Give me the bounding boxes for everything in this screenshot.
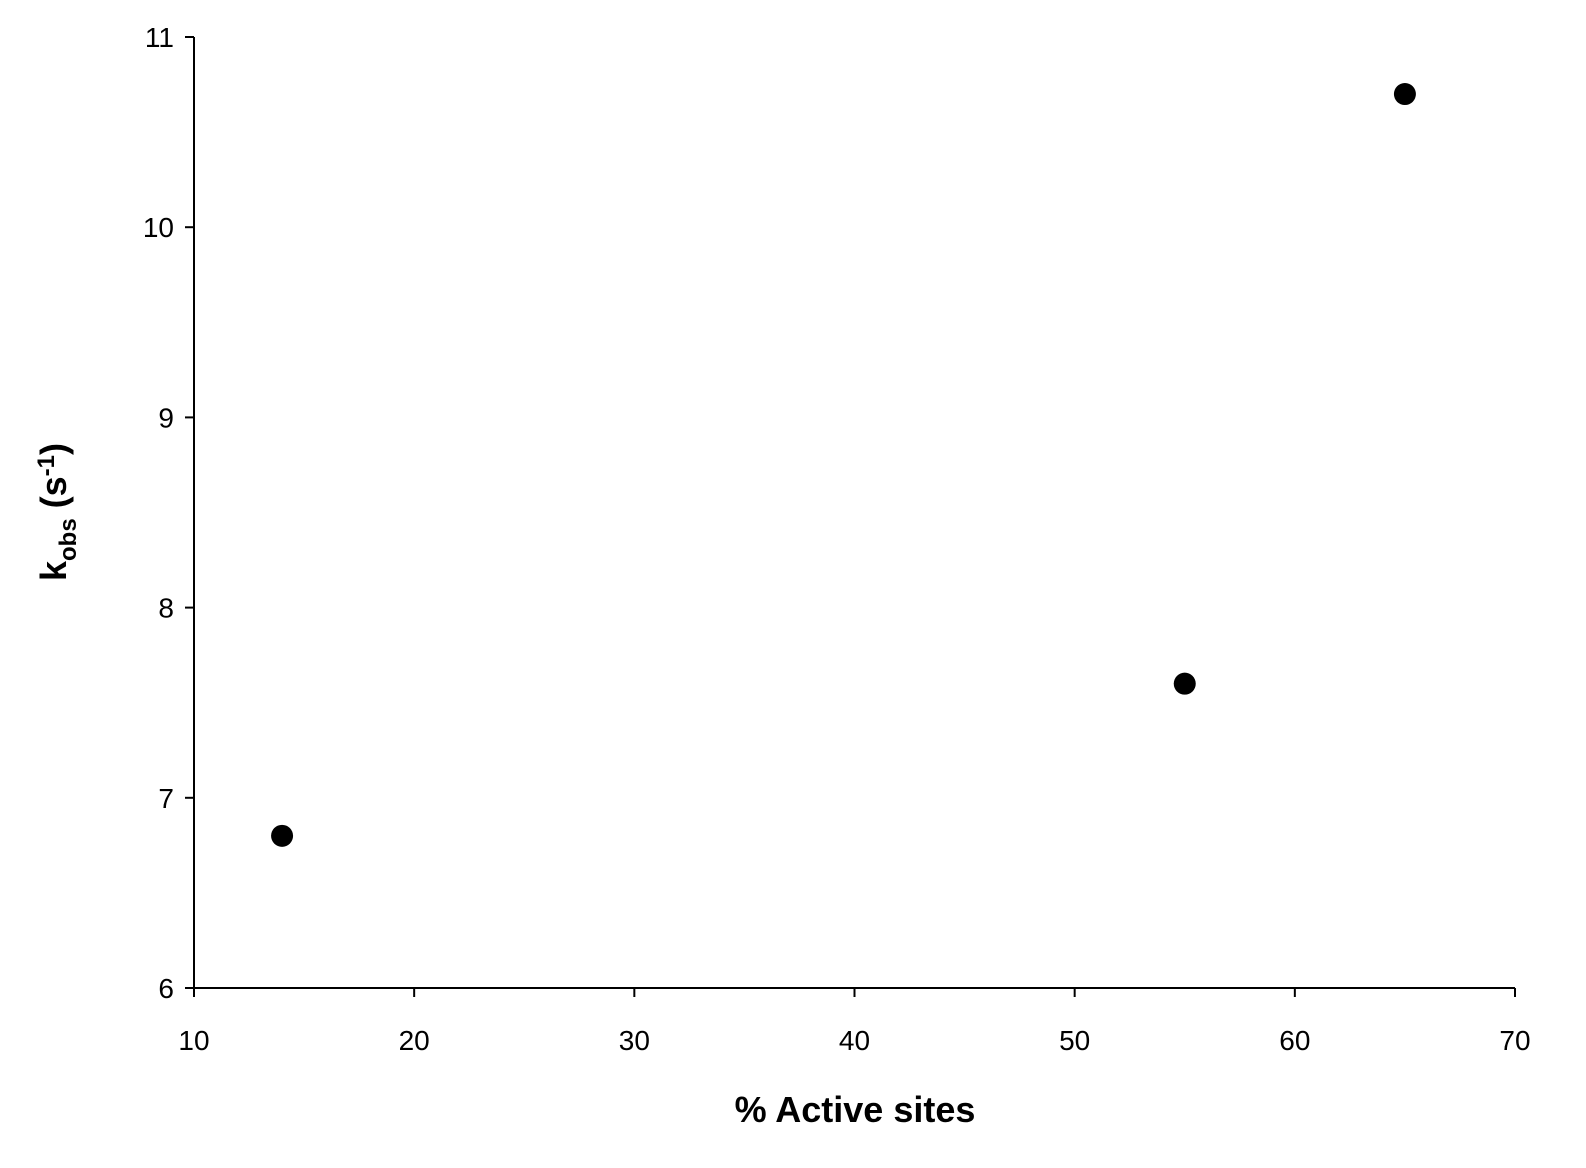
y-tick-label: 8 — [158, 593, 174, 624]
y-axis-title-part: k — [33, 560, 74, 581]
y-tick-label: 11 — [145, 22, 174, 53]
data-point — [1393, 83, 1416, 106]
x-axis-title: % Active sites — [735, 1089, 976, 1130]
data-point — [1173, 672, 1196, 695]
x-tick-label: 40 — [839, 1025, 870, 1056]
y-axis-title-part: ) — [33, 443, 74, 455]
y-axis-title-sup: -1 — [33, 455, 60, 476]
x-tick-label: 30 — [619, 1025, 650, 1056]
data-point — [271, 824, 294, 847]
y-axis-title-sub: obs — [55, 518, 82, 561]
y-axis-title-part: (s — [33, 476, 74, 518]
x-tick-label: 70 — [1499, 1025, 1530, 1056]
y-tick-label: 7 — [158, 783, 174, 814]
y-axis-title: kobs (s-1) — [33, 443, 82, 581]
y-tick-label: 9 — [158, 402, 174, 433]
y-tick-label: 6 — [158, 973, 174, 1004]
x-tick-label: 10 — [178, 1025, 209, 1056]
x-tick-label: 50 — [1059, 1025, 1090, 1056]
y-tick-label: 10 — [143, 212, 174, 243]
x-tick-label: 20 — [399, 1025, 430, 1056]
x-tick-label: 60 — [1279, 1025, 1310, 1056]
